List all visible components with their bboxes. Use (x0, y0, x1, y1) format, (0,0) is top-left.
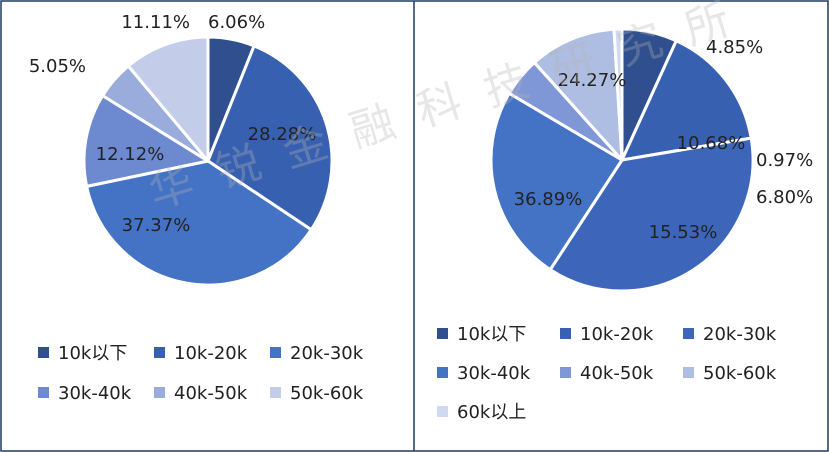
data-label-1-4: 12.12% (96, 144, 165, 165)
data-label-2-2: 15.53% (649, 222, 718, 243)
legend-swatch-1-6 (270, 387, 281, 398)
legend-label-2-7: 60k以上 (457, 402, 526, 423)
legend-label-2-2: 10k-20k (580, 324, 654, 345)
legend-label-2-3: 20k-30k (703, 324, 777, 345)
legend-swatch-1-3 (270, 347, 281, 358)
data-label-2-3: 36.89% (514, 189, 583, 210)
legend-label-1-1: 10k以下 (58, 343, 127, 364)
legend-swatch-1-5 (154, 387, 165, 398)
pie-slice-2-2 (620, 39, 753, 162)
data-label-2-6: 10.68% (677, 133, 746, 154)
legend-swatch-2-3 (683, 328, 694, 339)
pie-slice-2-7 (612, 27, 624, 162)
data-label-1-2: 28.28% (248, 124, 317, 145)
pie-slice-1-6 (126, 35, 210, 163)
pie-slice-1-2 (206, 44, 334, 232)
data-label-1-3: 37.37% (122, 215, 191, 236)
legend-swatch-2-7 (437, 406, 448, 417)
right-pie-chart: 6.80% 15.53% 36.89% 24.27% 4.85% 10.68% 0.97% 1… (437, 27, 813, 423)
legend-2: 10k以下 10k-20k 20k-30k 30k-40k 40k-50k 50k-60k… (437, 324, 777, 423)
data-label-1-1: 6.06% (208, 12, 265, 33)
legend-label-2-5: 40k-50k (580, 363, 654, 384)
data-label-1-6: 11.11% (121, 12, 190, 33)
data-label-2-5: 4.85% (706, 37, 763, 58)
data-label-1-5: 5.05% (29, 56, 86, 77)
legend-label-1-4: 30k-40k (58, 383, 132, 404)
pie-slice-1-4 (82, 94, 210, 188)
legend-label-1-5: 40k-50k (174, 383, 248, 404)
legend-swatch-1-4 (38, 387, 49, 398)
legend-swatch-2-6 (683, 367, 694, 378)
pie-slice-2-3 (548, 136, 755, 293)
pie-slice-1-3 (85, 159, 313, 287)
legend-swatch-1-1 (38, 347, 49, 358)
pie-slice-2-6 (532, 27, 624, 162)
legend-swatch-1-2 (154, 347, 165, 358)
legend-swatch-2-1 (437, 328, 448, 339)
data-label-2-7: 0.97% (756, 150, 813, 171)
legend-label-2-4: 30k-40k (457, 363, 531, 384)
legend-label-1-6: 50k-60k (290, 383, 364, 404)
legend-label-2-1: 10k以下 (457, 324, 526, 345)
data-label-2-4: 24.27% (558, 70, 627, 91)
data-label-2-1: 6.80% (756, 187, 813, 208)
legend-swatch-2-4 (437, 367, 448, 378)
legend-swatch-2-5 (560, 367, 571, 378)
legend-label-1-3: 20k-30k (290, 343, 364, 364)
legend-label-2-6: 50k-60k (703, 363, 777, 384)
left-pie-chart: 6.06%28.28%37.37%12.12%5.05%11.11%10k以下 1… (29, 12, 364, 404)
legend-label-1-2: 10k-20k (174, 343, 248, 364)
legend-1: 10k以下 10k-20k 20k-30k 30k-40k 40k-50k 50k-60k (38, 343, 364, 404)
legend-swatch-2-2 (560, 328, 571, 339)
pie-slice-2-4 (489, 91, 624, 272)
